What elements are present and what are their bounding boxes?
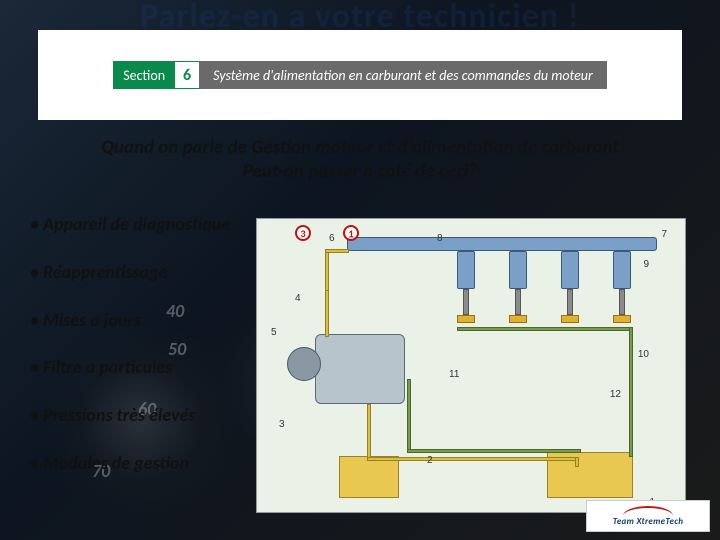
diag-label: 10 <box>638 349 649 360</box>
red-label: 3 <box>295 225 311 241</box>
bullet-item: Modules de gestion <box>30 454 290 474</box>
tube <box>367 457 577 461</box>
tube <box>325 251 329 291</box>
bullet-item: Filtre a particules <box>30 358 290 378</box>
section-label: Section <box>113 61 175 89</box>
question-line1: Quand on parle de Gestion moteur et d'al… <box>30 136 690 160</box>
bullet-item: Appareil de diagnostique <box>30 215 290 235</box>
bullet-item: Réapprentissage <box>30 263 290 283</box>
pump-gear <box>287 347 321 381</box>
logo-text: Team XtremeTech <box>613 516 684 527</box>
red-label: 1 <box>343 225 359 241</box>
fuel-rail <box>347 237 657 251</box>
tube <box>575 457 579 467</box>
diag-label: 4 <box>295 293 301 304</box>
diag-label: 7 <box>661 229 667 240</box>
section-title: Système d'alimentation en carburant et d… <box>199 61 607 89</box>
tube-return <box>407 379 411 451</box>
diag-label: 2 <box>427 455 433 466</box>
tube <box>325 289 329 337</box>
logo-car-icon <box>623 506 673 516</box>
injector <box>613 251 631 323</box>
diag-label: 12 <box>610 389 621 400</box>
high-pressure-pump <box>315 334 405 404</box>
tube-return <box>407 449 581 453</box>
tube <box>325 249 349 253</box>
injector <box>509 251 527 323</box>
injector <box>561 251 579 323</box>
bullet-item: Pressions très élevés <box>30 406 290 426</box>
section-number: 6 <box>175 61 199 89</box>
diag-label: 11 <box>449 369 459 380</box>
tube-return <box>629 327 633 457</box>
question-text: Quand on parle de Gestion moteur et d'al… <box>30 136 690 184</box>
injector <box>457 251 475 323</box>
section-header: Section 6 Système d'alimentation en carb… <box>38 30 682 120</box>
bullet-item: Mises a jours <box>30 311 290 331</box>
filter-box <box>339 456 399 498</box>
diag-label: 3 <box>279 419 285 430</box>
diag-label: 5 <box>271 327 277 338</box>
diag-label: 9 <box>643 259 649 270</box>
diag-label: 6 <box>329 233 335 244</box>
tube-return <box>457 327 633 331</box>
bullet-list: Appareil de diagnostique Réapprentissage… <box>30 215 290 502</box>
tube <box>367 404 371 458</box>
diag-label: 8 <box>437 233 443 244</box>
fuel-system-diagram: 3 1 1 2 3 4 5 6 7 8 9 10 11 12 <box>256 218 686 513</box>
question-line2: Peut-on passer a coté de ceci? <box>30 160 690 184</box>
logo: Team XtremeTech <box>586 500 710 532</box>
